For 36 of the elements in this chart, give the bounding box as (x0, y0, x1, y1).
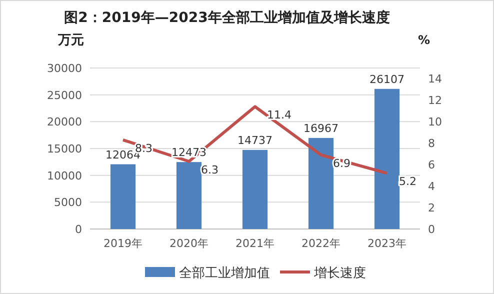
y-tick-label: 20000 (47, 116, 82, 129)
y-tick-label: 0 (75, 223, 82, 236)
y-tick-label: 15000 (47, 142, 82, 156)
chart-title: 图2：2019年—2023年全部工业增加值及增长速度 (64, 9, 390, 26)
x-tick-label: 2021年 (236, 237, 274, 250)
bar (374, 88, 400, 229)
bar (176, 162, 202, 229)
y2-axis-title: % (418, 33, 430, 47)
y2-tick-label: 4 (428, 180, 435, 194)
data-label: 16967 (304, 122, 338, 135)
x-tick-label: 2023年 (368, 237, 406, 250)
y-axis-title: 万元 (57, 33, 84, 48)
data-label: 26107 (370, 72, 404, 86)
y2-tick-label: 10 (428, 116, 442, 129)
data-label: 5.2 (399, 175, 416, 188)
y2-tick-label: 12 (428, 94, 442, 108)
data-label: 11.4 (267, 108, 292, 122)
bar (308, 138, 334, 229)
legend-label: 全部工业增加值 (179, 266, 270, 281)
data-label: 6.3 (201, 163, 218, 176)
y2-tick-label: 0 (428, 223, 435, 236)
x-tick-label: 2022年 (302, 237, 340, 250)
y-tick-label: 30000 (47, 62, 82, 75)
y2-tick-label: 8 (428, 137, 435, 150)
bar (110, 164, 136, 229)
y2-tick-label: 14 (428, 72, 442, 86)
y-tick-label: 25000 (47, 88, 82, 102)
bar (242, 150, 268, 229)
data-label: 14737 (238, 134, 272, 147)
y-tick-label: 10000 (47, 169, 82, 182)
legend-label: 增长速度 (313, 265, 366, 281)
y2-tick-label: 2 (428, 202, 435, 215)
y2-tick-label: 6 (428, 158, 435, 172)
x-tick-label: 2019年 (104, 237, 142, 250)
x-tick-label: 2020年 (170, 237, 208, 250)
y-tick-label: 5000 (54, 196, 82, 210)
